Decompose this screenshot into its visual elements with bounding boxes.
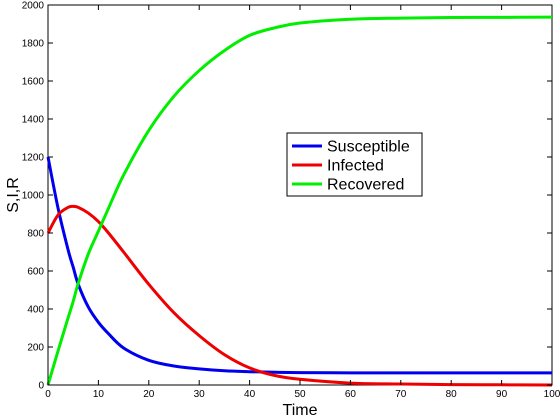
legend: Susceptible Infected Recovered <box>286 132 423 197</box>
x-tick-label: 100 <box>544 389 560 400</box>
x-tick-label: 0 <box>45 389 51 400</box>
y-tick-label: 1600 <box>22 77 45 88</box>
x-tick-label: 50 <box>294 389 306 400</box>
y-tick-label: 0 <box>38 381 44 392</box>
y-tick-label: 1400 <box>22 115 45 126</box>
x-axis-label: Time <box>283 402 318 419</box>
legend-label-susceptible: Susceptible <box>327 139 410 156</box>
y-tick-label: 400 <box>27 305 44 316</box>
y-axis-label: S,I,R <box>5 177 22 213</box>
series-layer <box>46 15 553 387</box>
x-tick-label: 20 <box>143 389 155 400</box>
ticks-layer: 0 10 20 30 40 50 60 70 80 90 100020040060080010001… <box>22 1 560 401</box>
x-tick-label: 60 <box>345 389 357 400</box>
y-tick-label: 200 <box>27 343 44 354</box>
y-tick-label: 1200 <box>22 153 45 164</box>
legend-items: Susceptible Infected Recovered <box>292 139 410 194</box>
y-tick-label: 800 <box>27 229 44 240</box>
x-tick-label: 40 <box>244 389 256 400</box>
x-tick-label: 70 <box>395 389 407 400</box>
series-line-infected <box>46 204 553 387</box>
y-tick-label: 600 <box>27 267 44 278</box>
legend-label-infected: Infected <box>327 158 384 175</box>
x-tick-label: 30 <box>194 389 206 400</box>
x-tick-label: 10 <box>93 389 105 400</box>
y-tick-label: 2000 <box>22 1 45 12</box>
x-tick-label: 90 <box>496 389 508 400</box>
series-line-susceptible <box>46 156 552 375</box>
y-tick-label: 1000 <box>22 191 45 202</box>
x-tick-label: 80 <box>446 389 458 400</box>
legend-label-recovered: Recovered <box>327 177 404 194</box>
series-line-recovered <box>46 15 553 386</box>
y-tick-label: 1800 <box>22 39 45 50</box>
